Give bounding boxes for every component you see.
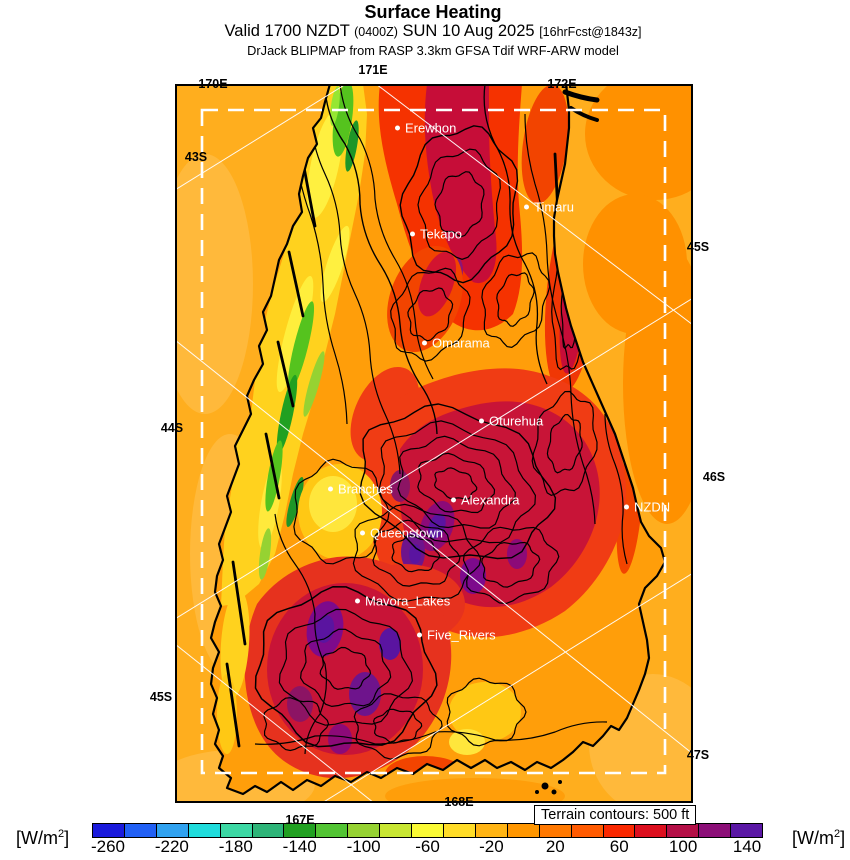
- grid-label-47S: 47S: [686, 748, 710, 762]
- colorbar-segment: [220, 824, 253, 837]
- station-dot: [328, 486, 333, 492]
- heating-map: [175, 84, 693, 803]
- station-Timaru: Timaru: [524, 200, 574, 215]
- colorbar-tick--20: -20: [479, 837, 504, 856]
- grid-label-46S: 46S: [702, 470, 726, 484]
- colorbar-segment: [93, 824, 125, 837]
- colorbar-tick--180: -180: [218, 837, 253, 856]
- station-dot: [624, 504, 629, 510]
- station-Mavora_Lakes: Mavora_Lakes: [355, 594, 450, 609]
- colorbar-segment: [603, 824, 636, 837]
- station-Erewhon: Erewhon: [395, 121, 456, 136]
- colorbar-segment: [699, 824, 732, 837]
- station-label: Mavora_Lakes: [365, 593, 451, 609]
- station-dot: [422, 340, 427, 346]
- station-Tekapo: Tekapo: [410, 227, 462, 242]
- page-title: Surface Heating: [364, 2, 502, 22]
- station-Oturehua: Oturehua: [479, 414, 543, 429]
- grid-label-170E: 170E: [198, 77, 228, 91]
- grid-label-167E: 167E: [285, 813, 315, 827]
- valid-prefix: Valid 1700 NZDT: [224, 22, 350, 40]
- station-label: Queenstown: [370, 525, 443, 541]
- colorbar-segment: [571, 824, 604, 837]
- coastline: [209, 84, 667, 796]
- station-label: Omarama: [432, 335, 490, 351]
- station-dot: [451, 497, 456, 503]
- station-label: Timaru: [534, 199, 574, 215]
- valid-time-line: Valid 1700 NZDT (0400Z) SUN 10 Aug 2025 …: [224, 22, 641, 41]
- grid-label-168E: 168E: [444, 795, 474, 809]
- station-label: Branches: [338, 481, 393, 497]
- model-line: DrJack BLIPMAP from RASP 3.3km GFSA Tdif…: [247, 43, 619, 58]
- domain-boundary-box: [200, 108, 667, 775]
- colorbar-tick--140: -140: [282, 837, 317, 856]
- colorbar-segment: [539, 824, 572, 837]
- colorbar-segment: [252, 824, 285, 837]
- valid-zulu: (0400Z): [354, 25, 398, 39]
- station-Omarama: Omarama: [422, 336, 490, 351]
- colorbar-segment: [412, 824, 444, 837]
- colorbar-segment: [731, 824, 763, 837]
- colorbar-tick--100: -100: [346, 837, 381, 856]
- station-Queenstown: Queenstown: [360, 526, 443, 541]
- station-Branches: Branches: [328, 482, 393, 497]
- colorbar-segment: [284, 824, 317, 837]
- colorbar-segment: [188, 824, 221, 837]
- colorbar-segment: [348, 824, 381, 837]
- station-label: Five_Rivers: [427, 627, 496, 643]
- colorbar-segment: [316, 824, 349, 837]
- grid-label-43S: 43S: [184, 150, 208, 164]
- station-label: Oturehua: [489, 413, 544, 429]
- colorbar-segment: [475, 824, 508, 837]
- station-NZDN: NZDN: [624, 500, 670, 515]
- colorbar-tick--260: -260: [90, 837, 125, 856]
- units-label-right: [W/m2]: [792, 828, 846, 848]
- colorbar-segment: [124, 824, 157, 837]
- colorbar-segment: [635, 824, 668, 837]
- units-label-left: [W/m2]: [16, 828, 70, 848]
- colorbar-tick-60: 60: [609, 837, 629, 856]
- heating-colorbar: [92, 823, 763, 838]
- station-Five_Rivers: Five_Rivers: [417, 628, 496, 643]
- valid-date: SUN 10 Aug 2025: [402, 22, 535, 40]
- colorbar-tick-20: 20: [545, 837, 565, 856]
- terrain-contours: [254, 84, 628, 760]
- grid-label-45S: 45S: [686, 240, 710, 254]
- grid-label-45S: 45S: [149, 690, 173, 704]
- colorbar-tick-140: 140: [732, 837, 762, 856]
- station-label: Tekapo: [420, 226, 462, 242]
- station-dot: [360, 530, 365, 536]
- grid-label-171E: 171E: [358, 63, 388, 77]
- grid-label-172E: 172E: [547, 77, 577, 91]
- station-label: NZDN: [634, 499, 671, 515]
- station-label: Erewhon: [405, 120, 457, 136]
- station-dot: [417, 632, 422, 638]
- station-dot: [410, 231, 415, 237]
- station-dot: [395, 125, 400, 131]
- colorbar-tick--220: -220: [154, 837, 189, 856]
- station-label: Alexandra: [461, 492, 520, 508]
- terrain-contours-text: Terrain contours: 500 ft: [541, 807, 690, 823]
- forecast-ref: [16hrFcst@1843z]: [539, 25, 642, 39]
- colorbar-segment: [443, 824, 476, 837]
- station-Alexandra: Alexandra: [451, 493, 520, 508]
- station-dot: [479, 418, 484, 424]
- colorbar-tick-100: 100: [668, 837, 698, 856]
- colorbar-segment: [507, 824, 540, 837]
- grid-label-44S: 44S: [160, 421, 184, 435]
- terrain-contours-note: Terrain contours: 500 ft: [534, 805, 697, 825]
- colorbar-segment: [156, 824, 189, 837]
- station-dot: [355, 598, 360, 604]
- colorbar-segment: [380, 824, 413, 837]
- colorbar-segment: [667, 824, 700, 837]
- map-frame: [175, 84, 693, 803]
- colorbar-tick--60: -60: [415, 837, 440, 856]
- graticule-lines: [175, 84, 693, 803]
- station-dot: [524, 204, 529, 210]
